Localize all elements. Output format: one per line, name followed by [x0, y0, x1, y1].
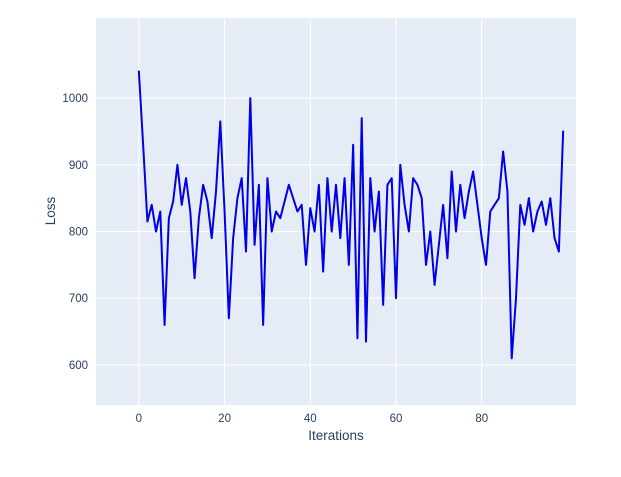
x-tick-label: 80 — [475, 413, 488, 425]
x-tick-labels: 0 20 40 60 80 — [136, 413, 488, 425]
y-tick-label: 1000 — [62, 93, 88, 105]
plot-area — [96, 18, 576, 405]
y-tick-labels: 600 700 800 900 1000 — [62, 93, 88, 372]
y-tick-label: 600 — [69, 360, 88, 372]
x-tick-label: 20 — [218, 413, 231, 425]
loss-line — [137, 70, 565, 360]
x-tick-label: 60 — [390, 413, 403, 425]
y-tick-label: 900 — [69, 160, 88, 172]
x-tick-label: 40 — [304, 413, 317, 425]
x-tick-label: 0 — [136, 413, 142, 425]
x-axis-title: Iterations — [308, 428, 364, 443]
y-tick-label: 700 — [69, 293, 88, 305]
y-axis-title: Loss — [43, 196, 58, 225]
y-tick-label: 800 — [69, 227, 88, 239]
